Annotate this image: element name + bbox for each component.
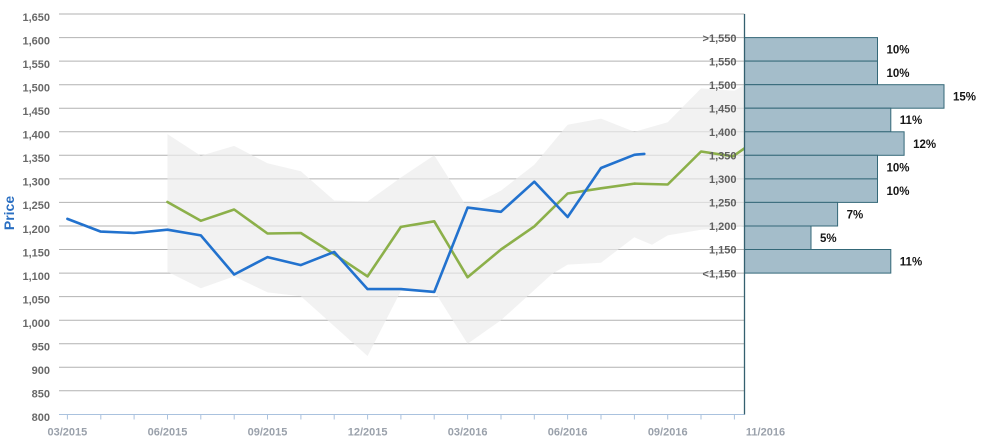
svg-text:10%: 10% xyxy=(887,162,910,174)
svg-text:1,200: 1,200 xyxy=(22,224,50,236)
svg-text:03/2015: 03/2015 xyxy=(48,427,88,439)
svg-text:1,300: 1,300 xyxy=(22,177,50,189)
svg-text:12%: 12% xyxy=(913,139,936,151)
svg-text:<1,150: <1,150 xyxy=(703,268,737,280)
svg-text:1,500: 1,500 xyxy=(709,80,737,92)
svg-text:7%: 7% xyxy=(847,209,864,221)
svg-text:06/2016: 06/2016 xyxy=(548,427,588,439)
svg-text:06/2015: 06/2015 xyxy=(148,427,188,439)
svg-text:1,550: 1,550 xyxy=(22,59,50,71)
svg-text:11%: 11% xyxy=(900,115,922,127)
svg-text:09/2016: 09/2016 xyxy=(648,427,688,439)
svg-text:1,400: 1,400 xyxy=(709,127,737,139)
svg-text:1,650: 1,650 xyxy=(22,12,50,24)
svg-text:10%: 10% xyxy=(887,45,910,57)
svg-text:1,150: 1,150 xyxy=(22,247,50,259)
svg-text:11/2016: 11/2016 xyxy=(746,427,785,439)
svg-text:1,400: 1,400 xyxy=(22,130,50,142)
svg-text:15%: 15% xyxy=(953,92,976,104)
svg-text:1,550: 1,550 xyxy=(709,56,737,68)
svg-text:1,000: 1,000 xyxy=(22,318,50,330)
svg-text:1,150: 1,150 xyxy=(709,245,737,257)
svg-text:1,100: 1,100 xyxy=(22,271,50,283)
svg-text:1,600: 1,600 xyxy=(22,35,50,47)
svg-text:1,450: 1,450 xyxy=(709,103,737,115)
svg-text:1,250: 1,250 xyxy=(709,198,737,210)
svg-text:12/2015: 12/2015 xyxy=(348,427,388,439)
svg-text:5%: 5% xyxy=(820,233,837,245)
svg-text:1,500: 1,500 xyxy=(22,83,50,95)
svg-text:800: 800 xyxy=(32,412,50,424)
svg-text:1,350: 1,350 xyxy=(22,153,50,165)
svg-text:10%: 10% xyxy=(887,68,910,80)
svg-text:1,300: 1,300 xyxy=(709,174,737,186)
svg-text:1,350: 1,350 xyxy=(709,151,737,163)
svg-text:1,050: 1,050 xyxy=(22,294,50,306)
svg-text:1,450: 1,450 xyxy=(22,106,50,118)
svg-text:09/2015: 09/2015 xyxy=(248,427,288,439)
svg-text:11%: 11% xyxy=(900,257,922,269)
svg-text:03/2016: 03/2016 xyxy=(448,427,488,439)
svg-text:1,250: 1,250 xyxy=(22,200,50,212)
svg-text:>1,550: >1,550 xyxy=(703,33,737,45)
svg-text:Price: Price xyxy=(1,196,17,230)
svg-text:10%: 10% xyxy=(887,186,910,198)
svg-text:950: 950 xyxy=(32,342,50,354)
svg-text:1,200: 1,200 xyxy=(709,221,737,233)
svg-text:900: 900 xyxy=(32,365,50,377)
svg-text:850: 850 xyxy=(32,389,50,401)
